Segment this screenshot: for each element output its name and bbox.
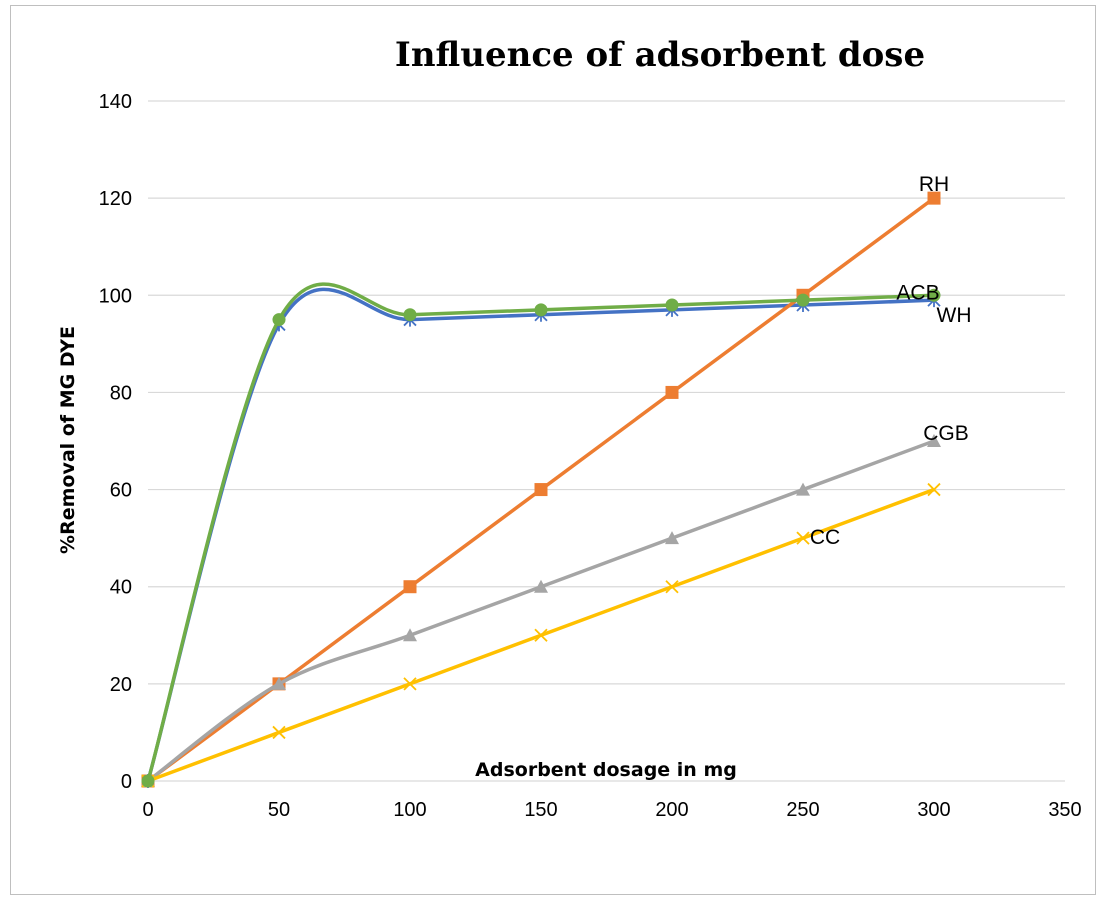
y-tick-label: 100 xyxy=(99,285,132,307)
data-point-cgb xyxy=(665,531,679,545)
x-axis-title: Adsorbent dosage in mg xyxy=(475,759,737,781)
y-tick-label: 20 xyxy=(110,674,132,696)
x-tick-label: 250 xyxy=(786,799,819,821)
data-point-acb xyxy=(665,298,679,312)
data-point-cc xyxy=(403,677,417,691)
y-tick-label: 140 xyxy=(99,91,132,113)
data-point-acb xyxy=(796,293,810,307)
data-point-cgb xyxy=(403,628,417,642)
series-labels: WH RH CGB CC ACB xyxy=(810,173,972,549)
x-tick-label: 0 xyxy=(142,799,153,821)
series-label-wh: WH xyxy=(937,304,972,327)
y-tick-label: 120 xyxy=(99,188,132,210)
x-tick-label: 350 xyxy=(1048,799,1081,821)
series-line-acb xyxy=(146,282,935,782)
series-acb xyxy=(141,282,941,788)
data-point-acb xyxy=(141,774,155,788)
data-point-rh xyxy=(534,483,548,497)
x-axis-ticks: 0 50 100 150 200 250 300 350 xyxy=(142,799,1081,821)
data-point-cgb xyxy=(927,434,941,447)
data-point-acb xyxy=(403,308,417,322)
data-point-cgb xyxy=(796,482,810,496)
series-label-cgb: CGB xyxy=(923,422,969,445)
series-label-cc: CC xyxy=(810,526,840,549)
x-tick-label: 100 xyxy=(393,799,426,821)
x-tick-label: 200 xyxy=(655,799,688,821)
grid-lines xyxy=(148,100,1065,685)
y-tick-label: 40 xyxy=(110,577,132,599)
data-point-cgb xyxy=(272,676,286,690)
series-label-acb: ACB xyxy=(896,281,939,304)
series-label-rh: RH xyxy=(919,173,949,196)
data-point-cc xyxy=(534,628,548,642)
y-axis-title: %Removal of MG DYE xyxy=(57,326,79,554)
y-tick-label: 0 xyxy=(121,771,132,793)
x-tick-label: 300 xyxy=(917,799,950,821)
y-axis-ticks: 0 20 40 60 80 100 120 140 xyxy=(99,91,132,793)
data-point-cc xyxy=(927,482,941,497)
data-point-cc xyxy=(665,580,679,594)
x-tick-label: 50 xyxy=(268,799,290,821)
y-tick-label: 60 xyxy=(110,480,132,502)
data-point-cgb xyxy=(534,579,548,593)
series-group xyxy=(141,191,941,788)
data-point-rh xyxy=(927,191,941,205)
x-tick-label: 150 xyxy=(524,799,557,821)
data-point-acb xyxy=(534,303,548,317)
data-point-acb xyxy=(927,288,941,302)
data-point-rh xyxy=(665,385,679,399)
y-tick-label: 80 xyxy=(110,382,132,404)
data-point-acb xyxy=(272,313,286,327)
data-point-rh xyxy=(403,580,417,594)
data-point-cc xyxy=(796,531,810,545)
data-point-cc xyxy=(272,725,286,740)
chart-title: Influence of adsorbent dose xyxy=(395,35,925,75)
